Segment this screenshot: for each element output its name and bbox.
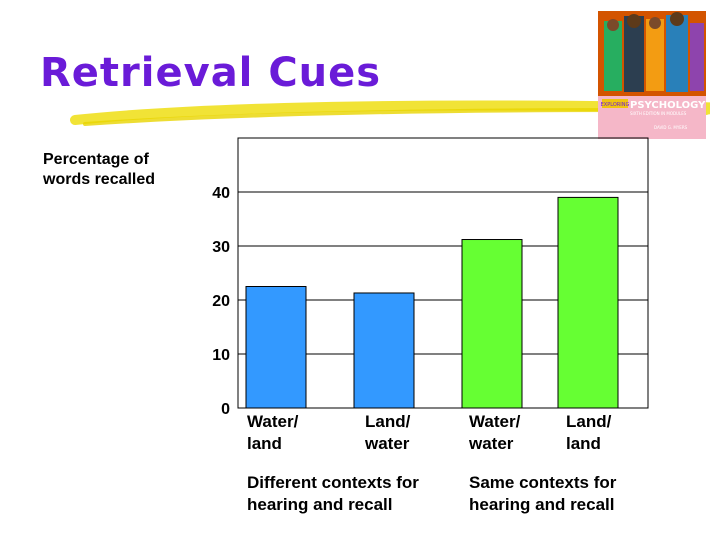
x-tick-label: Water/ land [247,412,299,453]
y-tick-label: 0 [221,401,230,418]
book-cover-icon: EXPLORING PSYCHOLOGY SIXTH EDITION IN MO… [598,11,706,139]
x-tick-label: Water/ water [469,412,521,453]
book-badge-text: EXPLORING [601,102,630,108]
bar [461,239,523,409]
y-tick-label: 20 [212,293,230,310]
book-title-text: PSYCHOLOGY [630,100,706,111]
group-label: Same contexts for hearing and recall [469,473,617,514]
group-label: Different contexts for hearing and recal… [247,473,419,514]
y-tick-label: 40 [212,185,230,202]
y-tick-label: 30 [212,239,230,256]
slide-title: Retrieval Cues [40,50,382,96]
y-tick-label: 10 [212,347,230,364]
tick-layer: 0 10 20 30 40 [212,185,230,418]
x-tick-label: Land/ water [365,412,411,453]
bar [245,286,307,409]
x-tick-label: Land/ land [566,412,612,453]
bar [557,196,619,409]
highlighter-underline-icon [70,100,710,126]
book-edition-text: SIXTH EDITION IN MODULES [630,111,687,116]
book-author-text: DAVID G. MYERS [654,125,688,130]
bar [353,292,415,409]
bar-layer [245,196,619,409]
plot-frame [237,137,649,409]
y-axis-label: Percentage of words recalled [43,151,156,188]
